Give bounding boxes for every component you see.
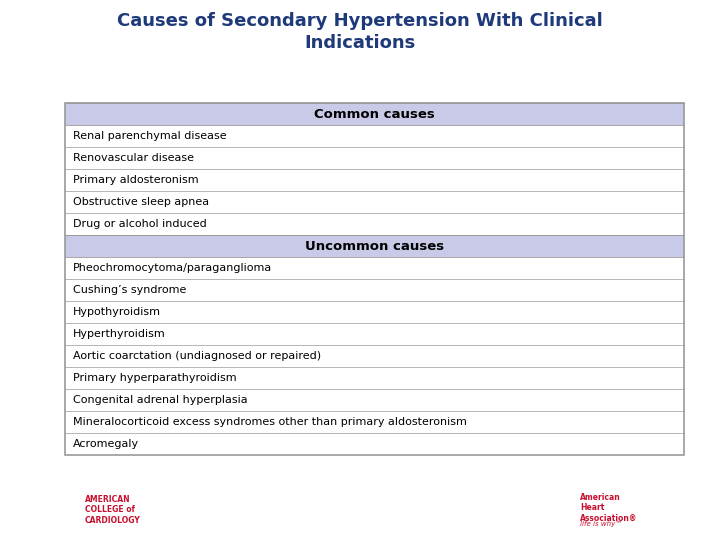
Text: Cushing’s syndrome: Cushing’s syndrome [73,285,186,295]
Bar [65,213,684,235]
Bar [65,301,684,323]
Text: Pheochromocytoma/paraganglioma: Pheochromocytoma/paraganglioma [73,263,272,273]
Text: Drug or alcohol induced: Drug or alcohol induced [73,219,207,229]
Text: AMERICAN
COLLEGE of
CARDIOLOGY: AMERICAN COLLEGE of CARDIOLOGY [85,495,140,525]
Bar [65,235,684,257]
Bar [65,279,684,301]
Bar [65,103,684,125]
Bar [65,191,684,213]
Text: life is why™: life is why™ [580,521,622,527]
Text: Obstructive sleep apnea: Obstructive sleep apnea [73,197,209,207]
Text: Common causes: Common causes [314,107,435,120]
Text: Hypothyroidism: Hypothyroidism [73,307,161,317]
Bar [65,433,684,455]
Text: Congenital adrenal hyperplasia: Congenital adrenal hyperplasia [73,395,248,405]
Bar [65,147,684,169]
Bar [65,411,684,433]
Text: Hyperthyroidism: Hyperthyroidism [73,329,166,339]
Text: Renovascular disease: Renovascular disease [73,153,194,163]
Bar [65,169,684,191]
Text: Aortic coarctation (undiagnosed or repaired): Aortic coarctation (undiagnosed or repai… [73,351,321,361]
Text: American
Heart
Association®: American Heart Association® [580,493,637,523]
Bar [65,323,684,345]
Text: Primary aldosteronism: Primary aldosteronism [73,175,199,185]
Text: Renal parenchymal disease: Renal parenchymal disease [73,131,226,141]
Text: Acromegaly: Acromegaly [73,439,139,449]
Bar [65,125,684,147]
Bar [65,103,684,455]
Text: Primary hyperparathyroidism: Primary hyperparathyroidism [73,373,236,383]
Bar [65,257,684,279]
Bar [65,345,684,367]
Bar [65,389,684,411]
Bar [65,367,684,389]
Text: Uncommon causes: Uncommon causes [305,240,444,253]
Text: Mineralocorticoid excess syndromes other than primary aldosteronism: Mineralocorticoid excess syndromes other… [73,417,467,427]
Text: Causes of Secondary Hypertension With Clinical
Indications: Causes of Secondary Hypertension With Cl… [117,12,603,51]
